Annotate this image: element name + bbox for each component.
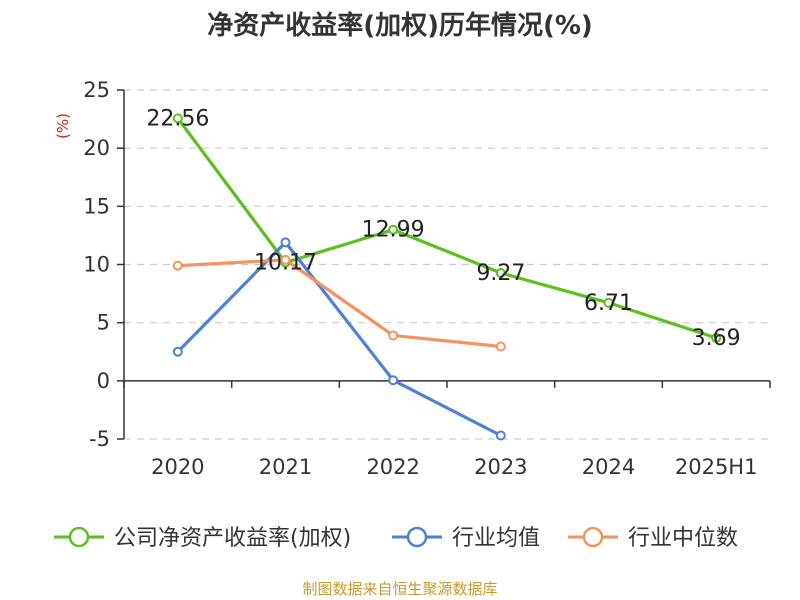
axes <box>117 89 771 440</box>
series-point-2 <box>388 330 399 341</box>
source-note: 制图数据来自恒生聚源数据库 <box>302 580 497 598</box>
series-line-1 <box>176 240 502 437</box>
legend: 公司净资产收益率(加权) 行业均值 行业中位数 <box>54 526 738 551</box>
x-tick-label: 2022 <box>366 455 419 479</box>
series-point-1 <box>280 237 291 248</box>
y-tick-label: 0 <box>97 369 110 393</box>
series-point-2 <box>172 260 183 271</box>
y-axis-label: (%) <box>54 113 72 139</box>
y-tick-label: 15 <box>83 194 110 218</box>
series-lines <box>172 113 722 441</box>
legend-marker-0 <box>68 526 90 548</box>
data-label: 3.69 <box>692 326 741 351</box>
series-point-0 <box>711 332 722 343</box>
data-label: 12.99 <box>362 218 425 243</box>
data-label: 22.56 <box>146 106 209 131</box>
series-point-2 <box>495 341 506 352</box>
series-line-2 <box>177 258 501 349</box>
series-point-1 <box>495 430 506 441</box>
legend-label-0: 公司净资产收益率(加权) <box>114 526 351 551</box>
y-tick-label: 10 <box>83 253 110 277</box>
data-label: 10.17 <box>254 251 317 276</box>
series-line-0 <box>176 117 717 340</box>
series-point-0 <box>172 113 183 124</box>
series-point-1 <box>172 346 183 357</box>
x-tick-label: 2021 <box>259 455 312 479</box>
series-point-0 <box>495 267 506 278</box>
data-label: 6.71 <box>584 291 633 316</box>
y-tick-label: -5 <box>89 427 110 451</box>
data-label: 9.27 <box>476 261 525 286</box>
legend-marker-1 <box>406 526 428 548</box>
x-tick-label: 2025H1 <box>675 455 758 479</box>
series-point-0 <box>388 224 399 235</box>
data-labels: 22.56 10.17 12.99 9.27 6.71 3.69 <box>146 106 740 351</box>
series-point-2 <box>280 254 291 265</box>
y-tick-label: 20 <box>83 136 110 160</box>
series-point-0 <box>603 297 614 308</box>
series-point-1 <box>388 375 399 386</box>
chart-title: 净资产收益率(加权)历年情况(%) <box>207 10 593 41</box>
legend-label-2: 行业中位数 <box>628 526 738 551</box>
legend-marker-2 <box>582 526 604 548</box>
y-tick-label: 5 <box>97 311 110 335</box>
x-tick-label: 2020 <box>151 455 204 479</box>
x-tick-label: 2024 <box>582 455 635 479</box>
x-tick-labels: 2020 2021 2022 2023 2024 2025H1 <box>151 455 757 479</box>
gridlines <box>124 89 770 440</box>
y-tick-label: 25 <box>83 78 110 102</box>
legend-label-1: 行业均值 <box>452 526 540 551</box>
x-tick-label: 2023 <box>474 455 527 479</box>
y-tick-labels: 25 20 15 10 5 0 -5 <box>83 78 110 451</box>
